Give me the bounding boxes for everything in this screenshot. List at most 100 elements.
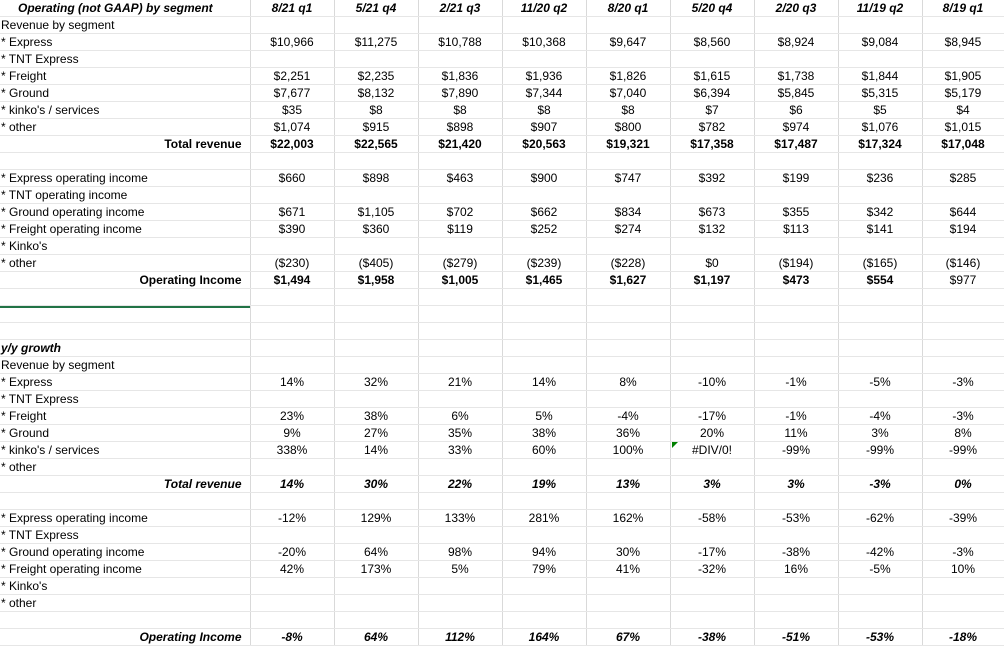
table-cell[interactable]	[838, 186, 923, 204]
table-cell[interactable]: 38%	[334, 407, 419, 425]
table-cell[interactable]	[334, 288, 419, 306]
table-cell[interactable]	[838, 16, 923, 34]
row-label[interactable]: Revenue by segment	[0, 356, 251, 374]
row-label[interactable]: * Express	[0, 373, 251, 391]
row-label[interactable]: Total revenue	[0, 475, 251, 493]
table-cell[interactable]	[334, 492, 419, 510]
table-cell[interactable]: $1,494	[250, 271, 335, 289]
table-cell[interactable]	[838, 305, 923, 323]
table-cell[interactable]	[670, 237, 755, 255]
table-cell[interactable]: $390	[250, 220, 335, 238]
table-cell[interactable]: $1,936	[502, 67, 587, 85]
table-cell[interactable]: -53%	[754, 509, 839, 527]
row-label[interactable]: * Kinko's	[0, 237, 251, 255]
table-cell[interactable]: 23%	[250, 407, 335, 425]
table-cell[interactable]: $1,905	[922, 67, 1004, 85]
table-cell[interactable]	[334, 305, 419, 323]
table-cell[interactable]: $7,344	[502, 84, 587, 102]
table-cell[interactable]: $1,627	[586, 271, 671, 289]
table-cell[interactable]: $5,845	[754, 84, 839, 102]
table-cell[interactable]	[418, 611, 503, 629]
table-cell[interactable]: #DIV/0!	[670, 441, 755, 459]
table-cell[interactable]	[838, 611, 923, 629]
table-cell[interactable]: 30%	[334, 475, 419, 493]
table-cell[interactable]	[670, 50, 755, 68]
table-cell[interactable]: $1,105	[334, 203, 419, 221]
table-cell[interactable]	[250, 237, 335, 255]
table-cell[interactable]	[754, 152, 839, 170]
table-cell[interactable]	[586, 526, 671, 544]
table-cell[interactable]	[334, 16, 419, 34]
table-cell[interactable]: $4	[922, 101, 1004, 119]
table-cell[interactable]: 60%	[502, 441, 587, 459]
table-cell[interactable]	[922, 526, 1004, 544]
row-label[interactable]	[0, 305, 251, 323]
table-cell[interactable]: 162%	[586, 509, 671, 527]
table-cell[interactable]: $10,966	[250, 33, 335, 51]
table-cell[interactable]	[922, 186, 1004, 204]
table-cell[interactable]: 38%	[502, 424, 587, 442]
table-cell[interactable]	[586, 594, 671, 612]
table-cell[interactable]: 14%	[502, 373, 587, 391]
row-label[interactable]: * other	[0, 118, 251, 136]
table-cell[interactable]	[670, 305, 755, 323]
table-cell[interactable]: ($228)	[586, 254, 671, 272]
table-cell[interactable]	[754, 492, 839, 510]
table-cell[interactable]: $554	[838, 271, 923, 289]
table-cell[interactable]	[502, 152, 587, 170]
table-cell[interactable]	[754, 611, 839, 629]
table-cell[interactable]: $1,958	[334, 271, 419, 289]
table-cell[interactable]: 35%	[418, 424, 503, 442]
table-cell[interactable]: $355	[754, 203, 839, 221]
row-label[interactable]	[0, 152, 251, 170]
table-cell[interactable]: $285	[922, 169, 1004, 187]
row-label[interactable]: * TNT Express	[0, 390, 251, 408]
table-cell[interactable]	[418, 526, 503, 544]
table-cell[interactable]	[838, 594, 923, 612]
table-cell[interactable]	[502, 288, 587, 306]
table-cell[interactable]	[922, 16, 1004, 34]
table-cell[interactable]: -42%	[838, 543, 923, 561]
table-cell[interactable]: $463	[418, 169, 503, 187]
table-cell[interactable]: 11%	[754, 424, 839, 442]
table-cell[interactable]: 67%	[586, 628, 671, 646]
table-cell[interactable]	[250, 322, 335, 340]
table-cell[interactable]: 173%	[334, 560, 419, 578]
table-cell[interactable]: $1,197	[670, 271, 755, 289]
table-cell[interactable]	[334, 50, 419, 68]
table-cell[interactable]	[586, 339, 671, 357]
table-cell[interactable]: -1%	[754, 373, 839, 391]
table-cell[interactable]: ($279)	[418, 254, 503, 272]
table-cell[interactable]	[670, 594, 755, 612]
table-cell[interactable]	[838, 322, 923, 340]
table-cell[interactable]: $236	[838, 169, 923, 187]
table-cell[interactable]: 98%	[418, 543, 503, 561]
table-cell[interactable]: $360	[334, 220, 419, 238]
row-label[interactable]: * Freight	[0, 67, 251, 85]
table-cell[interactable]	[922, 339, 1004, 357]
column-header[interactable]: 5/20 q4	[670, 0, 755, 17]
table-cell[interactable]	[922, 237, 1004, 255]
table-cell[interactable]: $662	[502, 203, 587, 221]
table-cell[interactable]	[670, 458, 755, 476]
table-cell[interactable]: $8,945	[922, 33, 1004, 51]
table-cell[interactable]: 112%	[418, 628, 503, 646]
table-cell[interactable]: 20%	[670, 424, 755, 442]
table-cell[interactable]	[670, 577, 755, 595]
table-cell[interactable]	[754, 594, 839, 612]
table-cell[interactable]	[922, 356, 1004, 374]
table-cell[interactable]: $2,235	[334, 67, 419, 85]
table-cell[interactable]: $1,844	[838, 67, 923, 85]
table-cell[interactable]	[502, 356, 587, 374]
table-cell[interactable]	[418, 492, 503, 510]
table-cell[interactable]: $702	[418, 203, 503, 221]
table-cell[interactable]: $141	[838, 220, 923, 238]
column-header[interactable]: 11/20 q2	[502, 0, 587, 17]
table-cell[interactable]: 79%	[502, 560, 587, 578]
table-cell[interactable]	[250, 594, 335, 612]
table-cell[interactable]: -20%	[250, 543, 335, 561]
table-cell[interactable]	[418, 152, 503, 170]
table-cell[interactable]	[754, 50, 839, 68]
row-label[interactable]: * Express operating income	[0, 169, 251, 187]
table-cell[interactable]: 3%	[670, 475, 755, 493]
